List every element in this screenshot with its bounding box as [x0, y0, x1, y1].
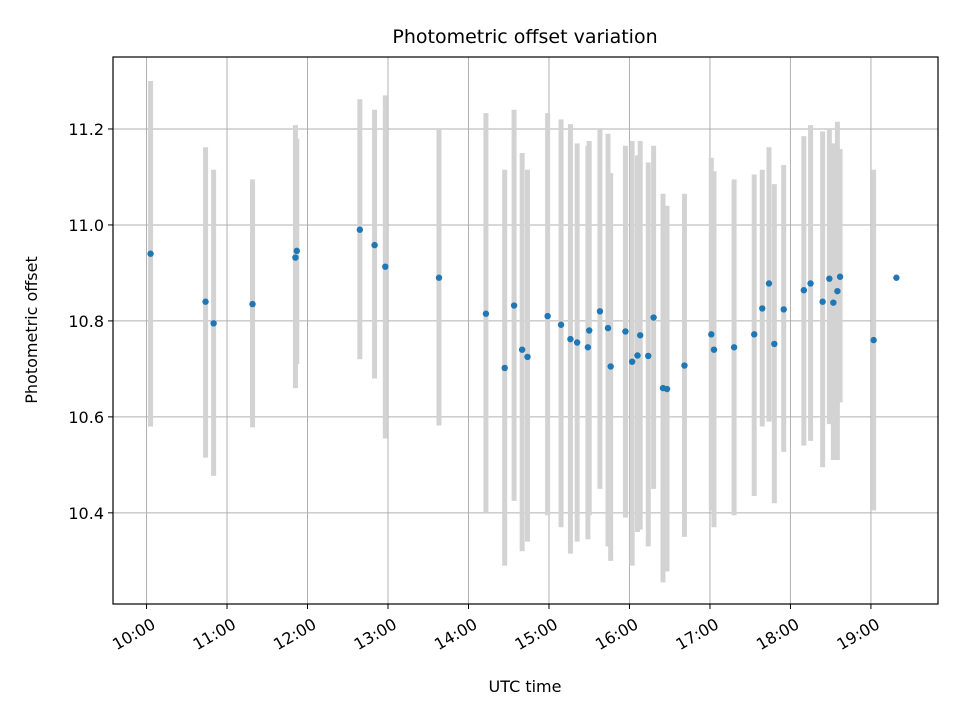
data-point: [482, 310, 490, 317]
data-point: [708, 331, 715, 338]
data-point: [584, 344, 592, 351]
data-point: [710, 346, 718, 353]
data-point: [573, 339, 581, 346]
data-point: [636, 332, 644, 339]
data-point: [628, 358, 636, 365]
data-point: [596, 308, 604, 315]
plot-frame: [112, 56, 939, 605]
data-point: [356, 226, 364, 233]
data-point: [557, 321, 565, 328]
data-point: [819, 298, 826, 305]
data-point: [518, 346, 526, 353]
y-tick-label: 10.8: [68, 312, 104, 331]
data-point: [202, 298, 209, 305]
x-axis-label: UTC time: [489, 677, 562, 696]
data-point: [780, 306, 787, 313]
y-tick-label: 10.4: [68, 504, 104, 523]
data-point: [292, 254, 299, 261]
data-point: [604, 324, 612, 332]
data-point: [834, 287, 841, 295]
y-tick-label: 11.2: [68, 120, 104, 139]
data-point: [622, 328, 629, 335]
y-tick-label: 11.0: [68, 216, 104, 235]
data-point: [607, 363, 614, 370]
data-point: [730, 344, 738, 351]
data-point: [586, 327, 593, 334]
data-point: [765, 280, 773, 287]
data-point: [807, 280, 814, 287]
data-point: [870, 336, 877, 344]
data-point: [663, 385, 671, 393]
data-point: [249, 300, 256, 308]
data-point: [501, 364, 508, 372]
data-point: [382, 263, 389, 270]
data-point: [650, 314, 657, 321]
data-point: [830, 299, 837, 306]
data-point: [210, 320, 217, 327]
data-point: [544, 312, 551, 320]
data-point: [681, 362, 688, 369]
data-point: [510, 302, 518, 309]
data-point: [147, 250, 154, 257]
y-tick-label: 10.6: [68, 408, 104, 427]
data-point: [524, 353, 531, 361]
y-axis-label: Photometric offset: [22, 256, 41, 404]
data-points: [147, 226, 900, 393]
data-point: [800, 286, 808, 294]
data-point: [759, 305, 766, 312]
data-point: [893, 274, 900, 281]
data-point: [371, 241, 378, 249]
data-point: [293, 247, 300, 255]
data-point: [634, 352, 641, 359]
data-point: [751, 331, 758, 338]
data-point: [435, 274, 443, 281]
data-point: [645, 352, 652, 360]
data-point: [826, 275, 833, 282]
data-point: [771, 340, 778, 348]
data-point: [836, 273, 844, 280]
chart-title: Photometric offset variation: [392, 26, 657, 48]
data-point: [567, 335, 574, 343]
